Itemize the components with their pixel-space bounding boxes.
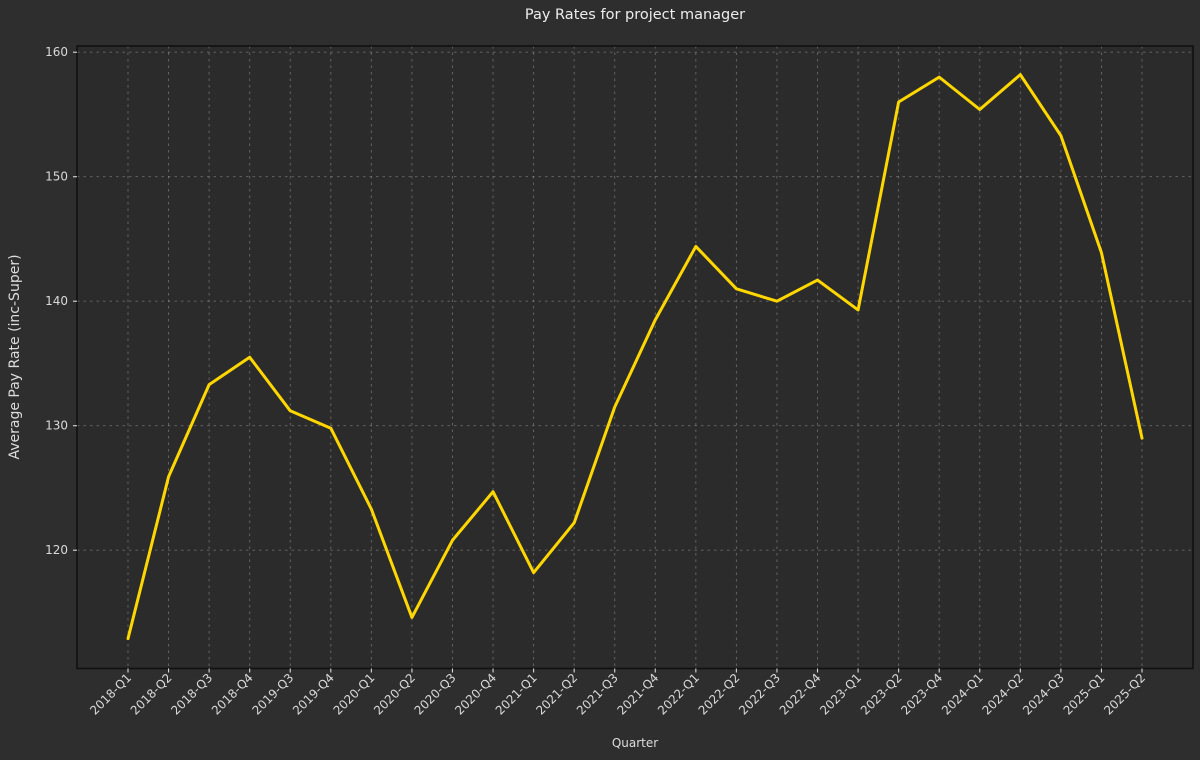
x-tick-label: 2020-Q2 (371, 671, 418, 718)
x-tick-label: 2025-Q2 (1101, 671, 1148, 718)
plot-border (76, 45, 1194, 670)
x-tick-label: 2018-Q3 (168, 671, 215, 718)
x-tick-label: 2023-Q1 (817, 671, 864, 718)
y-axis-label: Average Pay Rate (inc-Super) (7, 254, 23, 460)
x-tick-label: 2023-Q2 (858, 671, 905, 718)
x-tick-label: 2019-Q3 (249, 671, 296, 718)
x-tick-label: 2021-Q4 (614, 671, 661, 718)
x-tick-label: 2022-Q3 (736, 671, 783, 718)
x-tick-label: 2019-Q4 (290, 671, 337, 718)
y-tick-label: 150 (45, 170, 68, 184)
x-tick-label: 2022-Q2 (696, 671, 743, 718)
x-tick-label: 2024-Q2 (979, 671, 1026, 718)
x-tick-label: 2020-Q4 (452, 671, 499, 718)
x-tick-label: 2024-Q1 (939, 671, 986, 718)
x-tick-label: 2021-Q2 (533, 671, 580, 718)
x-tick-label: 2018-Q2 (128, 671, 175, 718)
x-axis-label: Quarter (611, 736, 659, 750)
y-tick-label: 120 (45, 543, 68, 557)
plot-background (77, 46, 1193, 669)
y-tick-label: 130 (45, 419, 68, 433)
x-tick-label: 2023-Q4 (898, 671, 945, 718)
chart-title: Pay Rates for project manager (524, 7, 746, 23)
x-tick-label: 2020-Q3 (412, 671, 459, 718)
x-tick-label: 2018-Q1 (87, 671, 134, 718)
y-tick-label: 160 (45, 45, 68, 59)
x-tick-label: 2025-Q1 (1061, 671, 1108, 718)
x-tick-label: 2022-Q4 (777, 671, 824, 718)
x-tick-label: 2022-Q1 (655, 671, 702, 718)
x-tick-label: 2020-Q1 (331, 671, 378, 718)
pay-rate-line (126, 73, 1144, 641)
x-tick-label: 2021-Q1 (493, 671, 540, 718)
x-tick-label: 2018-Q4 (209, 671, 256, 718)
x-tick-label: 2024-Q3 (1020, 671, 1067, 718)
y-tick-label: 140 (45, 294, 68, 308)
x-tick-label: 2021-Q3 (574, 671, 621, 718)
